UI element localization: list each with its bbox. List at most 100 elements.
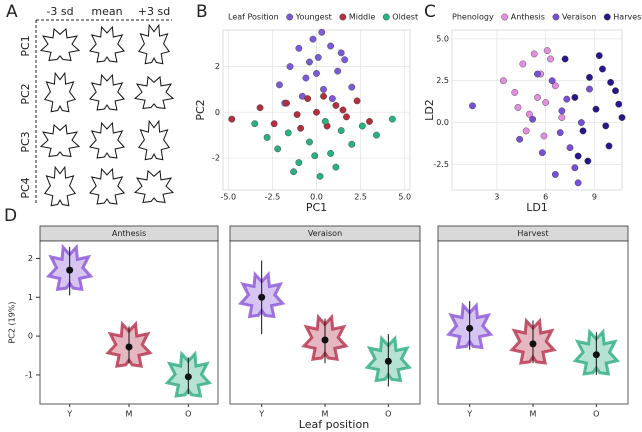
column-label: mean <box>91 5 122 18</box>
point <box>618 114 626 121</box>
legend-label: Youngest <box>295 13 332 22</box>
point <box>328 95 336 102</box>
leaf-shape <box>88 167 126 205</box>
point <box>316 172 324 180</box>
point <box>283 99 290 107</box>
y-tick-label: -2.5 <box>433 160 449 169</box>
point <box>547 55 554 63</box>
point <box>304 95 312 102</box>
leaf-shape <box>88 25 126 63</box>
point <box>566 144 574 152</box>
mean-point <box>184 373 192 381</box>
x-tick-label: -2.5 <box>265 193 281 202</box>
row-label: PC3 <box>19 131 32 152</box>
point <box>295 44 303 52</box>
point <box>599 65 606 73</box>
point <box>542 99 550 106</box>
panel-label: B <box>196 2 208 22</box>
x-tick-label: M <box>322 410 329 419</box>
point <box>615 100 623 108</box>
point <box>366 118 373 125</box>
y-tick-label: 0.0 <box>436 118 449 127</box>
legend-marker <box>501 13 509 21</box>
point <box>358 122 366 130</box>
mean-point <box>592 351 600 359</box>
legend-title: Phenology <box>452 13 494 22</box>
point <box>469 102 476 110</box>
legend-label: Anthesis <box>511 13 545 22</box>
point <box>306 138 313 146</box>
point <box>274 145 282 153</box>
legend-label: Harvest <box>613 13 642 22</box>
mean-point <box>384 357 392 365</box>
point <box>592 105 600 113</box>
point <box>263 134 271 141</box>
legend-label: Veraison <box>562 13 596 22</box>
point <box>571 164 579 172</box>
legend-label: Oldest <box>392 13 418 22</box>
leaf-shape <box>133 75 175 109</box>
y-tick-label: -2 <box>212 154 220 163</box>
point <box>318 28 326 36</box>
point <box>286 63 294 70</box>
point <box>332 163 340 171</box>
mean-point <box>258 293 266 301</box>
x-axis-label: Leaf position <box>299 418 369 431</box>
x-tick-label: -5.0 <box>220 193 236 202</box>
point <box>337 49 345 57</box>
panel-label: A <box>6 2 18 22</box>
panel-label: C <box>424 2 436 22</box>
point <box>306 58 313 66</box>
point <box>321 118 329 125</box>
point <box>605 142 613 150</box>
point <box>327 42 335 50</box>
mean-point <box>125 343 133 351</box>
x-tick-label: O <box>593 410 599 419</box>
legend-title: Leaf Position <box>228 13 279 22</box>
point <box>343 113 350 121</box>
x-tick-label: 0.0 <box>310 193 323 202</box>
point <box>574 179 582 187</box>
column-label: +3 sd <box>138 5 170 18</box>
point <box>348 83 356 91</box>
y-tick-label: 5.0 <box>436 34 449 43</box>
y-tick-label: 2 <box>215 62 220 71</box>
y-axis-label: PC2 <box>194 99 207 120</box>
point <box>320 92 327 100</box>
point <box>540 132 548 140</box>
x-tick-label: 6 <box>543 193 548 202</box>
mean-point <box>466 324 474 332</box>
point <box>270 120 278 128</box>
point <box>284 129 292 137</box>
point <box>334 67 342 75</box>
mean-point <box>529 340 537 348</box>
point <box>551 171 559 178</box>
leaf-shape <box>39 27 81 61</box>
point <box>602 122 610 130</box>
point <box>373 131 380 139</box>
point <box>313 108 320 116</box>
leaf-shape <box>88 121 126 159</box>
strip-label: Anthesis <box>112 229 146 238</box>
x-tick-label: 3 <box>494 193 499 202</box>
point <box>558 114 566 121</box>
point <box>574 152 582 160</box>
legend-marker <box>339 13 347 21</box>
point <box>534 94 541 101</box>
point <box>295 159 303 166</box>
mean-point <box>321 336 329 344</box>
point <box>563 95 571 103</box>
y-tick-label: 0 <box>28 332 33 341</box>
x-tick-label: 9 <box>592 193 597 202</box>
leaf-shape <box>133 169 175 203</box>
x-tick-label: O <box>185 410 191 419</box>
point <box>551 82 559 90</box>
point <box>311 152 319 160</box>
leaf-shape <box>39 123 81 157</box>
point <box>339 106 347 114</box>
point <box>612 87 619 95</box>
point <box>519 60 527 68</box>
x-tick-label: Y <box>66 410 72 419</box>
point <box>586 73 593 81</box>
